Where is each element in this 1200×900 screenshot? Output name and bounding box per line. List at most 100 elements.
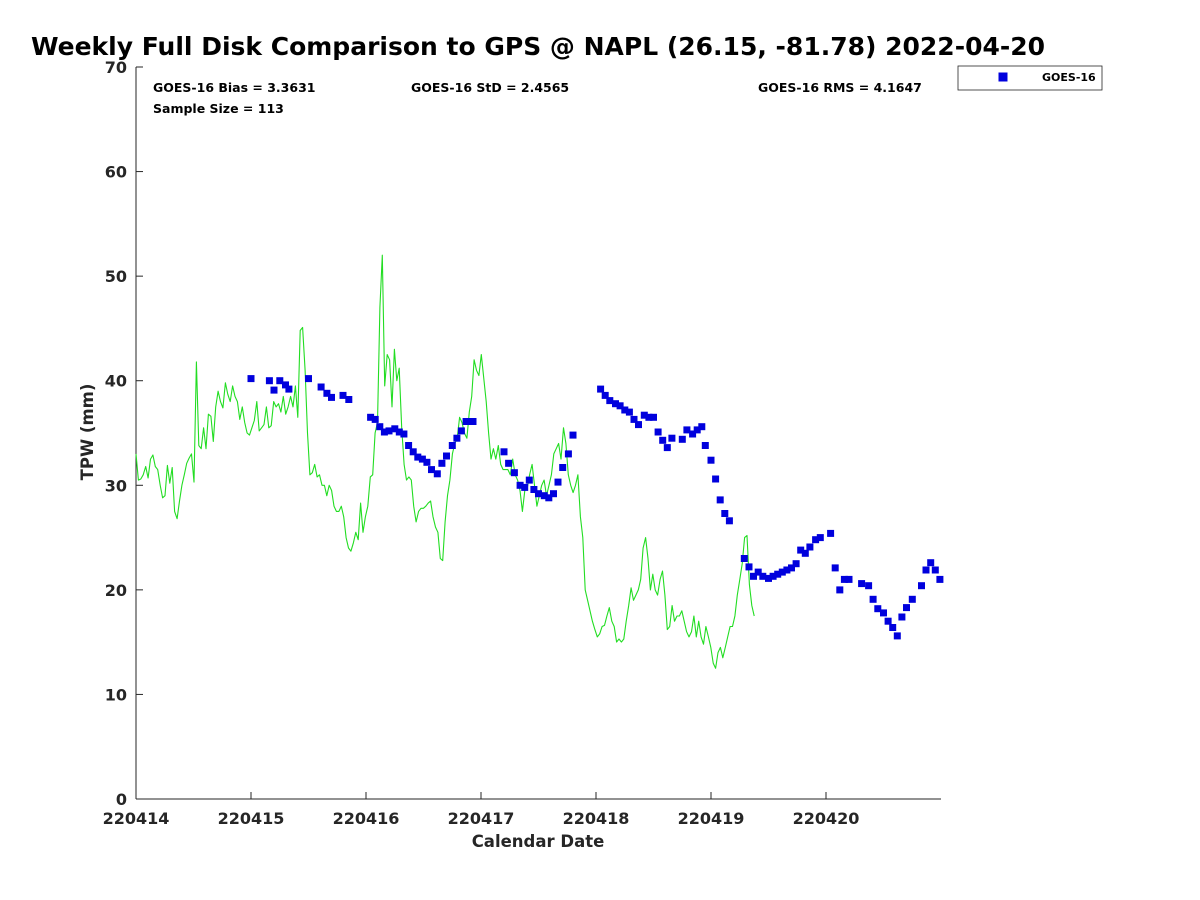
goes16-point [721,510,729,517]
y-axis-label: TPW (mm) [78,384,97,481]
goes16-point [453,434,461,442]
goes16-point [936,575,944,583]
goes16-point [663,444,671,452]
goes16-point [545,494,553,502]
x-tick-label: 220420 [793,809,860,828]
goes16-point [701,442,709,449]
goes16-point [535,490,542,498]
goes16-point [797,546,805,554]
gps-line [135,254,755,669]
goes16-point [880,609,887,617]
goes16-point [423,458,431,466]
x-tick-label: 220419 [678,809,745,828]
bias-stat: GOES-16 Bias = 3.3631 [153,80,315,95]
goes16-point [395,428,403,436]
goes16-point [678,435,686,443]
y-tick-label: 40 [105,372,127,391]
goes16-point [265,377,273,385]
goes16-point [778,568,786,576]
std-stat: GOES-16 StD = 2.4565 [411,80,569,95]
goes16-point [668,434,676,442]
goes16-point [812,536,820,544]
y-tick-label: 20 [105,581,127,600]
goes16-point [564,450,572,458]
goes16-point [521,483,529,491]
goes16-point [874,605,882,613]
gps-series [135,254,755,669]
goes16-point [443,452,450,460]
goes16-point [616,402,624,410]
goes16-point [630,415,638,423]
x-ticks: 220414 220415 220416 220417 220418 220419 2204… [103,792,860,828]
goes16-point [400,430,408,438]
goes16-point [345,396,353,403]
goes16-point [903,604,910,612]
goes16-point [597,385,605,393]
goes16-point [659,436,667,444]
goes16-point [367,413,375,421]
goes16-point [323,389,331,397]
goes16-point [765,574,772,582]
x-tick-label: 220414 [103,809,170,828]
goes16-point [693,426,701,434]
goes16-point [745,563,753,571]
goes-series [247,375,944,640]
sample-size-stat: Sample Size = 113 [153,101,284,116]
goes16-point [371,415,379,423]
goes16-point [698,423,706,431]
goes16-point [550,490,557,498]
goes16-point [689,430,697,438]
goes16-point [754,568,762,576]
goes16-point [831,564,839,572]
goes16-point [500,448,508,456]
goes16-point [438,459,446,467]
goes16-point [788,564,795,572]
goes16-point [601,391,609,399]
goes16-point [654,428,662,436]
goes16-point [418,455,426,463]
goes16-point [428,466,435,474]
x-tick-label: 220417 [448,809,515,828]
goes16-point [712,475,720,483]
goes16-point [931,566,939,574]
goes16-point [328,393,335,401]
goes16-point [282,381,289,389]
goes16-point [869,595,877,603]
goes16-point [525,476,533,484]
y-tick-label: 50 [105,267,127,286]
goes16-point [510,469,518,477]
goes16-point [339,391,347,399]
goes16-point [505,459,513,467]
goes16-point [569,431,577,439]
goes16-point [893,632,901,640]
goes16-point [922,566,930,574]
goes16-point [750,572,757,580]
legend-label-goes16: GOES-16 [1042,71,1096,84]
goes16-point [405,442,413,449]
goes16-point [865,582,873,590]
goes16-point [683,426,691,434]
goes16-point [317,383,325,391]
goes16-point [457,427,465,435]
goes16-point [889,624,897,631]
goes16-point [640,411,648,419]
goes16-point [433,470,441,478]
goes16-point [792,560,800,568]
goes16-point [621,406,629,414]
goes16-point [769,572,777,580]
y-ticks: 0 10 20 30 40 50 60 70 [105,58,143,809]
goes16-point [448,442,456,449]
goes16-point [908,595,916,603]
x-tick-label: 220416 [333,809,400,828]
goes16-point [707,456,715,464]
x-tick-label: 220415 [218,809,285,828]
goes16-point [716,496,724,504]
goes16-point [840,575,848,583]
goes16-point [305,375,312,383]
goes16-point [469,418,477,425]
goes16-point [845,575,853,583]
goes16-point [918,582,925,590]
y-tick-label: 10 [105,685,127,704]
y-tick-label: 0 [116,790,127,809]
goes16-point [409,448,417,456]
